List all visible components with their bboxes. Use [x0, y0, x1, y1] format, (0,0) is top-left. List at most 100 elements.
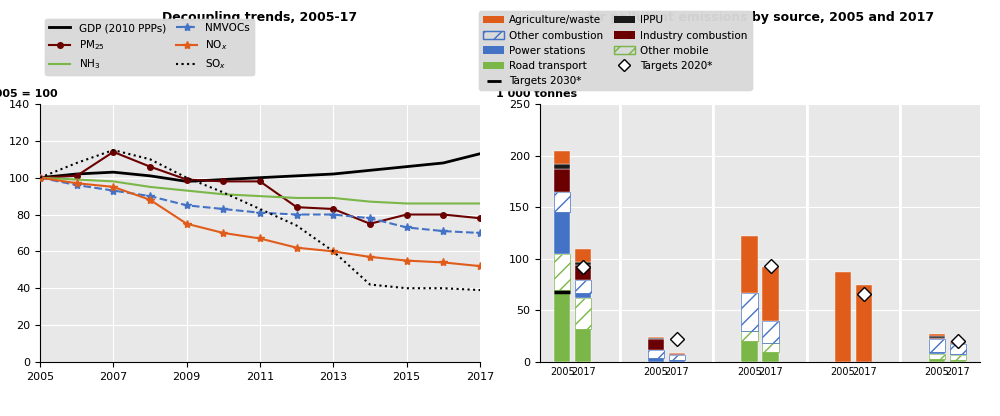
Bar: [835, 272, 851, 362]
GDP (2010 PPPs): [107, 170, 119, 175]
GDP (2010 PPPs): [217, 177, 229, 182]
NMVOCs: [107, 188, 119, 193]
Legend: Agriculture/waste, Other combustion, Power stations, Road transport, Targets 203: Agriculture/waste, Other combustion, Pow…: [479, 11, 752, 90]
PM$_{25}$: [401, 212, 413, 217]
PM$_{25}$: [181, 177, 193, 182]
Bar: [929, 334, 945, 336]
NMVOCs: [364, 216, 376, 221]
PM$_{25}$: [217, 179, 229, 184]
Bar: [741, 331, 758, 341]
NO$_x$: [107, 184, 119, 189]
SO$_x$: [181, 175, 193, 180]
Bar: [929, 339, 945, 352]
PM$_{25}$: [144, 164, 156, 169]
NO$_x$: [291, 245, 303, 250]
NMVOCs: [254, 210, 266, 215]
GDP (2010 PPPs): [71, 171, 83, 176]
Bar: [669, 353, 685, 354]
NO$_x$: [254, 236, 266, 241]
SO$_x$: [291, 223, 303, 228]
Bar: [554, 254, 570, 290]
NO$_x$: [71, 181, 83, 186]
NMVOCs: [291, 212, 303, 217]
GDP (2010 PPPs): [401, 164, 413, 169]
PM$_{25}$: [71, 173, 83, 178]
SO$_x$: [144, 157, 156, 162]
Bar: [950, 344, 966, 354]
Line: SO$_x$: SO$_x$: [40, 150, 480, 290]
Bar: [648, 337, 664, 338]
Bar: [575, 265, 591, 280]
Bar: [762, 352, 779, 362]
Title: Air pollutant emissions by source, 2005 and 2017: Air pollutant emissions by source, 2005 …: [586, 11, 934, 24]
NH$_3$: [364, 199, 376, 204]
Bar: [950, 341, 966, 342]
Bar: [950, 343, 966, 344]
Bar: [762, 321, 779, 343]
PM$_{25}$: [364, 221, 376, 226]
NH$_3$: [144, 184, 156, 189]
Bar: [762, 343, 779, 352]
Bar: [575, 280, 591, 293]
Line: NH$_3$: NH$_3$: [40, 178, 480, 203]
Bar: [554, 164, 570, 169]
Bar: [929, 352, 945, 354]
SO$_x$: [474, 287, 486, 292]
Bar: [762, 321, 779, 343]
Bar: [950, 355, 966, 360]
Bar: [648, 338, 664, 339]
PM$_{25}$: [254, 179, 266, 184]
SO$_x$: [401, 286, 413, 291]
NMVOCs: [144, 193, 156, 198]
Bar: [741, 331, 758, 341]
Bar: [575, 298, 591, 329]
GDP (2010 PPPs): [34, 175, 46, 180]
NMVOCs: [34, 175, 46, 180]
Bar: [554, 192, 570, 212]
Bar: [741, 341, 758, 362]
NO$_x$: [181, 221, 193, 226]
Bar: [575, 262, 591, 265]
Bar: [554, 290, 570, 362]
NMVOCs: [181, 203, 193, 208]
Text: 2005 = 100: 2005 = 100: [0, 89, 58, 99]
Bar: [648, 349, 664, 358]
Bar: [741, 236, 758, 293]
Bar: [741, 293, 758, 331]
Title: Decoupling trends, 2005-17: Decoupling trends, 2005-17: [162, 11, 358, 24]
GDP (2010 PPPs): [181, 179, 193, 184]
Line: PM$_{25}$: PM$_{25}$: [37, 149, 483, 227]
NO$_x$: [437, 260, 449, 265]
Bar: [929, 354, 945, 359]
PM$_{25}$: [34, 175, 46, 180]
GDP (2010 PPPs): [364, 168, 376, 173]
NMVOCs: [401, 225, 413, 230]
GDP (2010 PPPs): [254, 175, 266, 180]
Bar: [575, 293, 591, 298]
SO$_x$: [254, 206, 266, 211]
Bar: [575, 250, 591, 262]
NO$_x$: [217, 230, 229, 235]
GDP (2010 PPPs): [144, 173, 156, 178]
NH$_3$: [327, 196, 339, 201]
Bar: [929, 339, 945, 352]
SO$_x$: [437, 286, 449, 291]
SO$_x$: [34, 175, 46, 180]
NMVOCs: [327, 212, 339, 217]
Bar: [929, 354, 945, 359]
Bar: [575, 280, 591, 293]
SO$_x$: [71, 161, 83, 166]
Bar: [575, 298, 591, 329]
Bar: [856, 285, 872, 362]
Bar: [762, 343, 779, 352]
SO$_x$: [107, 148, 119, 153]
NO$_x$: [327, 249, 339, 254]
NH$_3$: [217, 192, 229, 197]
NO$_x$: [34, 175, 46, 180]
NMVOCs: [71, 183, 83, 188]
PM$_{25}$: [437, 212, 449, 217]
NH$_3$: [437, 201, 449, 206]
Bar: [929, 336, 945, 338]
Bar: [950, 355, 966, 360]
NO$_x$: [364, 255, 376, 260]
